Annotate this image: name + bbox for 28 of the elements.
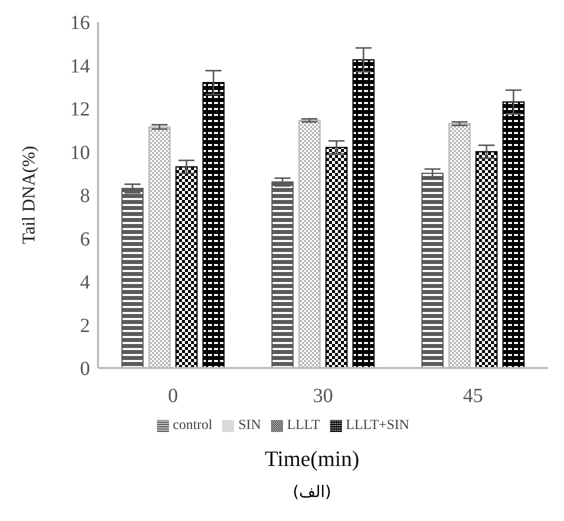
x-axis-title: Time(min) [264, 446, 360, 472]
y-tick-label: 16 [70, 12, 90, 34]
bar [175, 166, 198, 368]
text: (الف) [292, 482, 332, 501]
y-axis-title: Tail DNA(%) [18, 146, 38, 244]
legend-label: SIN [238, 418, 261, 433]
legend-label: LLLT+SIN [346, 418, 410, 433]
bar [202, 82, 225, 368]
y-tick-label: 14 [70, 55, 90, 78]
bar [352, 59, 375, 368]
x-tick-label: 30 [313, 385, 333, 408]
bar [271, 181, 294, 368]
y-tick-label: 6 [80, 228, 90, 250]
y-tick-label: 2 [80, 314, 90, 337]
x-tick-label: 0 [168, 385, 178, 408]
y-tick-label: 4 [80, 272, 90, 294]
y-tick-label: 10 [70, 142, 90, 164]
y-tick-label: 8 [80, 185, 90, 208]
legend-label: control [172, 418, 212, 433]
bar [502, 101, 525, 368]
bar [325, 146, 348, 368]
bar [475, 151, 498, 368]
bar [121, 188, 144, 368]
legend-label: LLLT [286, 418, 320, 433]
bar [421, 172, 444, 368]
x-tick-label: 45 [463, 385, 483, 408]
y-tick-label: 12 [70, 98, 90, 121]
y-tick-label: 0 [80, 358, 90, 380]
